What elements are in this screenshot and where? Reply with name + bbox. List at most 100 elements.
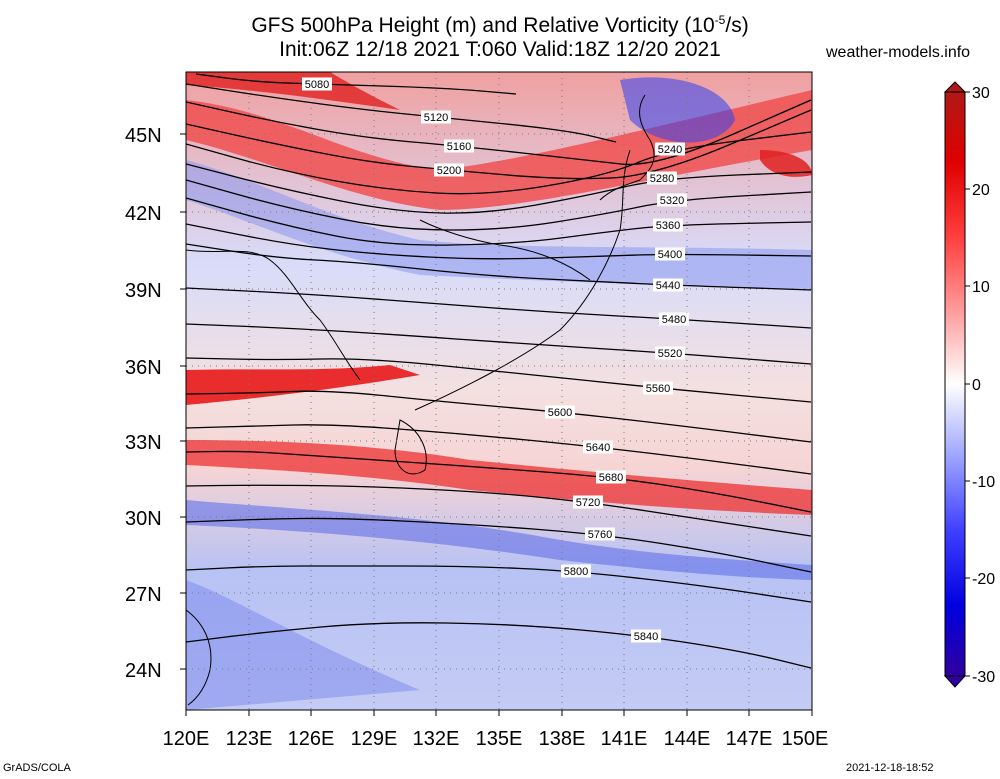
chart-title: GFS 500hPa Height (m) and Relative Vorti… — [0, 8, 1000, 38]
contour-5720 — [186, 484, 812, 537]
contour-5840 — [186, 622, 812, 669]
contour-label-bg — [434, 163, 464, 177]
lat-label: 42N — [125, 203, 162, 225]
colorbar: 30 20 10 0 -10 -20 -30 — [943, 81, 995, 688]
contour-5360 — [186, 197, 812, 246]
contour-label-bg — [653, 278, 683, 292]
contour-label: 5720 — [576, 497, 600, 509]
contour-label: 5640 — [586, 442, 610, 454]
lon-label: 144E — [664, 728, 711, 750]
colorbar-tick: 10 — [972, 279, 990, 296]
lat-label: 27N — [125, 584, 162, 606]
lon-label: 138E — [539, 728, 586, 750]
contour-label: 5280 — [650, 173, 674, 185]
lat-axis: 45N 42N 39N 36N 33N 30N 27N 24N — [125, 125, 186, 682]
contour-label-bg — [647, 171, 677, 185]
colorbar-tick: 30 — [972, 85, 990, 102]
contour-label: 5600 — [548, 407, 572, 419]
lon-label: 135E — [476, 728, 523, 750]
lon-label: 129E — [351, 728, 398, 750]
contour-5440 — [186, 243, 812, 291]
contour-label: 5320 — [660, 195, 684, 207]
lat-label: 39N — [125, 280, 162, 302]
contour-label: 5560 — [646, 383, 670, 395]
colorbar-tick: -10 — [972, 474, 995, 491]
lat-label: 33N — [125, 432, 162, 454]
title-exponent: -5 — [714, 13, 726, 27]
contour-label: 5200 — [437, 165, 461, 177]
contour-label: 5440 — [656, 280, 680, 292]
contour-5160 — [186, 99, 812, 166]
footer-right: 2021-12-18-18:52 — [846, 762, 934, 774]
contour-label-bg — [659, 312, 689, 326]
contour-5280 — [186, 163, 812, 214]
contour-5240 — [186, 131, 812, 195]
height-contours: 5080 5120 5160 5200 5240 5280 5320 5360 5400 5440… — [186, 73, 812, 669]
contour-label: 5160 — [447, 141, 471, 153]
contour-label-bg — [655, 346, 685, 360]
contour-5760 — [186, 517, 812, 573]
contour-label-bg — [444, 139, 474, 153]
lon-label: 150E — [782, 728, 829, 750]
contour-5480 — [186, 287, 812, 329]
lon-axis: 120E 123E 126E 129E 132E 135E 138E 141E … — [163, 710, 829, 750]
contour-label: 5400 — [658, 249, 682, 261]
colorbar-tick: -20 — [972, 571, 995, 588]
colorbar-tick: 0 — [972, 377, 981, 394]
contour-label-bg — [561, 564, 591, 578]
lon-label: 132E — [413, 728, 460, 750]
lat-lon-grid — [186, 72, 812, 710]
colorbar-tick: -30 — [972, 669, 995, 686]
title-text-end: /s) — [725, 14, 749, 37]
lon-label: 123E — [226, 728, 273, 750]
contour-label-bg — [655, 142, 685, 156]
contour-label-bg — [596, 470, 626, 484]
colorbar-bottom-arrow — [943, 675, 967, 688]
contour-label-bg — [573, 495, 603, 509]
contour-label-bg — [631, 629, 661, 643]
contour-label: 5760 — [588, 529, 612, 541]
contour-label: 5080 — [305, 79, 329, 91]
contour-label-bg — [643, 381, 673, 395]
contour-label: 5480 — [662, 314, 686, 326]
lon-label: 147E — [726, 728, 773, 750]
lat-label: 30N — [125, 508, 162, 530]
lon-label: 120E — [163, 728, 210, 750]
credit-text: weather-models.info — [826, 44, 971, 61]
contour-label-bg — [583, 440, 613, 454]
footer-left: GrADS/COLA — [3, 762, 71, 774]
contour-5320 — [186, 179, 812, 231]
contour-5120 — [186, 83, 617, 143]
contour-label: 5240 — [658, 144, 682, 156]
colorbar-top-arrow — [943, 81, 967, 93]
lat-label: 45N — [125, 125, 162, 147]
contour-label-bg — [545, 405, 575, 419]
colorbar-tick: 20 — [972, 182, 990, 199]
contour-5400 — [186, 223, 812, 260]
contour-label: 5680 — [599, 472, 623, 484]
contour-5560 — [186, 357, 812, 403]
contour-5640 — [186, 424, 812, 475]
contour-label: 5800 — [564, 566, 588, 578]
colorbar-scale — [944, 91, 966, 677]
lat-label: 24N — [125, 660, 162, 682]
contour-5680 — [186, 450, 812, 513]
contour-label-bg — [653, 218, 683, 232]
contour-5080 — [195, 73, 517, 95]
contour-label-bg — [657, 193, 687, 207]
contour-5600 — [186, 390, 812, 443]
contour-5520 — [186, 323, 812, 365]
lon-label: 126E — [288, 728, 335, 750]
contour-label: 5520 — [658, 348, 682, 360]
contour-label-bg — [585, 527, 615, 541]
title-text: GFS 500hPa Height (m) and Relative Vorti… — [251, 14, 715, 37]
contour-5200 — [186, 109, 812, 180]
lat-label: 36N — [125, 357, 162, 379]
contour-label-bg — [655, 247, 685, 261]
chart-subtitle: Init:06Z 12/18 2021 T:060 Valid:18Z 12/2… — [279, 38, 721, 61]
lon-label: 141E — [601, 728, 648, 750]
contour-label-bg — [302, 77, 332, 91]
contour-label: 5360 — [656, 220, 680, 232]
contour-label: 5120 — [424, 112, 448, 124]
